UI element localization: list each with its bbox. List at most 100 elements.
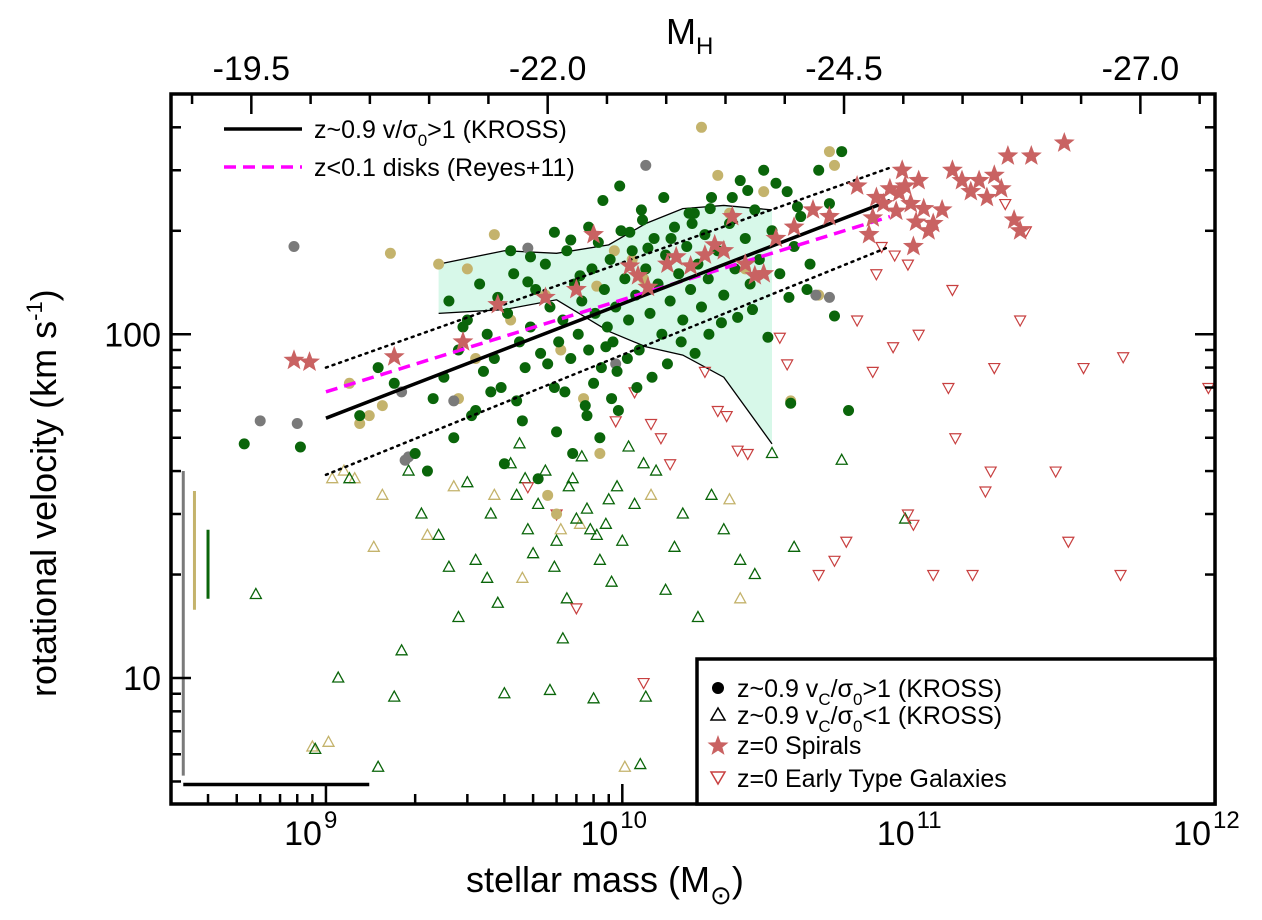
kross-rotating-point <box>689 347 701 359</box>
kross-rotating-point <box>606 393 618 405</box>
spiral-point <box>637 276 659 297</box>
kross-rotating-point <box>644 307 656 319</box>
kross-dispersion-point <box>480 570 494 583</box>
spiral-point <box>885 200 907 221</box>
kross-rotating-point <box>354 418 366 430</box>
kross-rotating-point <box>516 415 528 427</box>
x-tick-label-exponent: 11 <box>917 807 942 834</box>
kross-rotating-point <box>524 251 536 263</box>
legend-text-spirals: z=0 Spirals <box>737 732 861 760</box>
legend-marker-triangle <box>709 706 727 721</box>
top-axis-title: MH <box>666 11 713 60</box>
x-tick-label: 10 <box>580 815 618 853</box>
kross-rotating-point <box>481 328 493 340</box>
kross-rotating-point <box>681 241 693 253</box>
error-bar-layer <box>181 471 370 787</box>
kross-dispersion-point <box>491 595 505 608</box>
kross-dispersion-point <box>487 487 501 500</box>
kross-rotating-point <box>732 311 744 323</box>
plot-frame <box>169 92 1217 806</box>
kross-rotating-point <box>686 218 698 230</box>
kross-rotating-point <box>828 310 840 322</box>
spiral-point <box>942 159 963 180</box>
kross-dispersion-point <box>615 533 629 546</box>
x-tick-label: 10 <box>1173 815 1211 853</box>
kross-rotating-point <box>758 186 770 198</box>
kross-dispersion-point <box>337 463 351 476</box>
kross-rotating-point <box>813 164 825 176</box>
kross-rotating-point <box>488 229 500 241</box>
kross-rotating-point <box>594 447 606 459</box>
kross-rotating-point <box>561 245 573 257</box>
spiral-point <box>565 278 587 299</box>
kross-dispersion-point <box>722 492 737 505</box>
kross-rotating-point <box>502 307 514 319</box>
kross-dispersion-point <box>621 439 636 452</box>
kross-rotating-point <box>474 278 486 290</box>
spiral-point <box>976 186 998 207</box>
spiral-point <box>534 286 556 307</box>
spiral-point <box>846 175 868 195</box>
kross-rotating-point <box>598 283 610 295</box>
x-tick-label: 10 <box>284 815 322 853</box>
kross-dispersion-point <box>575 449 589 462</box>
kross-dispersion-point <box>556 631 570 644</box>
kross-rotating-point <box>581 410 593 422</box>
early-type-point <box>773 332 787 345</box>
kross-dispersion-point <box>512 436 527 449</box>
kross-dispersion-point <box>835 452 849 465</box>
kross-rotating-point <box>788 241 800 253</box>
legend-text-kross-dispersion: z~0.9 vC/σ0<1 (KROSS) <box>737 702 1002 736</box>
spiral-point <box>713 239 735 260</box>
spiral-point <box>487 293 509 314</box>
kross-rotating-point <box>544 301 556 313</box>
spiral-point <box>627 264 649 285</box>
kross-dispersion-point <box>610 479 624 492</box>
kross-rotating-point <box>640 263 652 275</box>
kross-rotating-point <box>749 204 761 216</box>
fit-lines-layer <box>324 166 892 477</box>
kross-dispersion-point <box>497 686 511 699</box>
kross-rotating-point <box>477 365 489 377</box>
spiral-point <box>960 180 982 201</box>
kross-rotating-point <box>637 214 649 226</box>
kross-dispersion-point <box>451 610 466 623</box>
kross-dispersion-point <box>562 479 576 492</box>
kross-rotating-point <box>726 191 738 203</box>
spiral-point <box>902 235 924 256</box>
kross-dispersion-point <box>583 522 597 535</box>
early-type-point <box>987 362 1001 375</box>
early-type-point <box>720 410 734 423</box>
reyes-dashed-line <box>325 214 891 394</box>
kross-rotating-point <box>624 226 636 238</box>
kross-dispersion-point <box>432 528 446 541</box>
early-type-point <box>886 342 900 354</box>
legend-text-early-type: z=0 Early Type Galaxies <box>737 765 1007 793</box>
kross-dispersion-point <box>554 522 568 535</box>
spiral-point <box>990 177 1012 198</box>
kross-rotating-point <box>604 254 616 266</box>
early-type-point <box>888 250 902 263</box>
fit-lower-dotted-line <box>324 245 892 477</box>
kross-rotating-point <box>288 241 300 253</box>
early-type-point <box>637 677 651 690</box>
spiral-star-layer <box>283 132 1075 371</box>
early-type-point <box>780 359 794 372</box>
kross-rotating-point <box>542 358 554 370</box>
kross-rotating-point <box>612 405 624 417</box>
kross-rotating-point <box>572 328 584 340</box>
kross-dispersion-point <box>691 610 705 623</box>
marker-legend-box <box>695 657 1217 806</box>
kross-rotating-point <box>551 508 563 520</box>
kross-rotating-point <box>801 283 813 295</box>
spiral-point <box>665 245 687 266</box>
kross-rotating-point <box>495 382 507 394</box>
spiral-point <box>657 253 678 273</box>
kross-dispersion-point <box>526 546 540 559</box>
top-tick-label: -22.0 <box>509 50 587 88</box>
kross-dispersion-point <box>469 552 483 565</box>
kross-rotating-point <box>836 146 848 158</box>
legend-star-shape <box>707 735 729 755</box>
kross-rotating-point <box>399 454 411 466</box>
spiral-point <box>1009 219 1031 240</box>
